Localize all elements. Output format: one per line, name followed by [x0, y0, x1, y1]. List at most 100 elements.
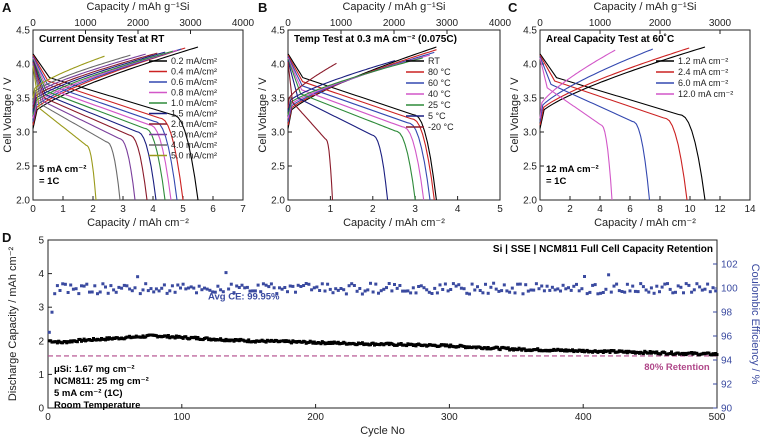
ce-point [417, 285, 421, 288]
ce-point [620, 290, 624, 293]
ce-point [302, 284, 306, 287]
x2-tick-label: 3000 [709, 18, 732, 29]
ce-point [692, 288, 696, 292]
ce-point [393, 283, 396, 286]
ce-point [545, 284, 549, 288]
x2-tick-label: 1000 [74, 18, 97, 29]
ce-point [518, 282, 522, 286]
x2-tick-label: 4000 [489, 18, 512, 29]
capacity-point [655, 350, 659, 354]
ce-point [500, 289, 504, 293]
x2-axis-label: Capacity / mAh g⁻¹Si [86, 1, 189, 13]
discharge-curve-7 [287, 61, 334, 201]
ce-point [237, 286, 241, 289]
capacity-point [232, 339, 236, 343]
y-tick-label: 2.5 [523, 162, 537, 173]
ce-point [61, 282, 65, 286]
x-tick-label: 14 [744, 204, 756, 215]
ce-point [708, 290, 712, 294]
ce-point [524, 283, 528, 287]
ce-point [441, 288, 445, 291]
ce-point [96, 292, 99, 296]
x-tick-label: 0 [537, 204, 543, 215]
ce-point [294, 290, 297, 294]
ce-point [695, 282, 699, 286]
ce-point [607, 273, 611, 277]
panel-letter: B [258, 0, 267, 15]
capacity-point [707, 351, 711, 355]
x-tick-label: 3 [120, 204, 126, 215]
ce-point [221, 290, 225, 294]
ce-point [160, 286, 164, 290]
y-axis-label: Discharge Capacity / mAh cm⁻² [7, 246, 19, 401]
capacity-point [536, 347, 540, 351]
ce-point [639, 282, 643, 286]
x-tick-label: 2 [90, 204, 96, 215]
capacity-point [695, 351, 699, 355]
x-tick-label: 0 [45, 412, 51, 423]
ce-point [213, 290, 217, 294]
charge-curve-6 [287, 60, 396, 112]
charge-curve-10 [32, 55, 105, 99]
x-tick-label: 5 [180, 204, 186, 215]
capacity-point [55, 341, 59, 345]
ce-point [609, 290, 613, 294]
discharge-curve-4 [539, 57, 613, 201]
ce-point [575, 282, 578, 286]
y-tick-label: 4.0 [271, 60, 285, 71]
legend-label: 5 °C [428, 111, 446, 121]
ce-point [542, 289, 546, 293]
ce-point [548, 288, 552, 292]
capacity-point [106, 337, 110, 341]
ce-point [553, 288, 557, 292]
ce-point [283, 286, 287, 289]
legend-label: 3.0 mA/cm² [171, 130, 217, 140]
ce-point [66, 291, 70, 294]
charge-curve-4 [287, 54, 430, 119]
ce-point [63, 282, 67, 286]
charge-curve-3 [539, 48, 654, 122]
ce-point [112, 288, 116, 292]
x-tick-label: 200 [307, 412, 324, 423]
ce-point [205, 287, 209, 291]
ce-point [170, 284, 174, 288]
ce-point [612, 284, 616, 288]
ce-point [484, 282, 487, 286]
x-tick-label: 3 [412, 204, 418, 215]
charge-curve-7 [32, 52, 158, 109]
ce-point [229, 282, 233, 286]
ce-point [248, 289, 252, 293]
ce-point [240, 283, 244, 287]
ce-point [307, 282, 311, 286]
x-tick-label: 1 [60, 204, 66, 215]
capacity-point [166, 334, 170, 337]
ce-point [387, 282, 391, 285]
ce-point [379, 289, 383, 293]
ce-point [411, 286, 415, 290]
ce-point [521, 292, 525, 296]
ce-point [687, 283, 691, 287]
y2-tick-label: 90 [721, 404, 733, 415]
ce-point [315, 285, 319, 289]
ce-point [203, 286, 206, 290]
ce-point [197, 284, 201, 288]
x2-axis-label: Capacity / mAh g⁻¹Si [593, 1, 696, 13]
ce-point [454, 284, 458, 288]
capacity-point [608, 351, 612, 354]
ce-point [342, 288, 346, 292]
ce-point [537, 287, 541, 291]
ce-point [162, 283, 166, 287]
ce-point [588, 290, 592, 294]
y-tick-label: 4.0 [16, 60, 30, 71]
ce-point [339, 287, 343, 290]
x-tick-label: 7 [240, 204, 246, 215]
y-tick-label: 4.5 [16, 26, 30, 37]
ce-point [647, 290, 651, 294]
ce-point [465, 291, 469, 295]
capacity-point [82, 337, 86, 341]
capacity-point [264, 340, 268, 344]
legend-label: 40 °C [428, 89, 451, 99]
panel-letter: C [508, 0, 518, 15]
ce-point [85, 282, 89, 286]
ce-point [187, 286, 190, 290]
